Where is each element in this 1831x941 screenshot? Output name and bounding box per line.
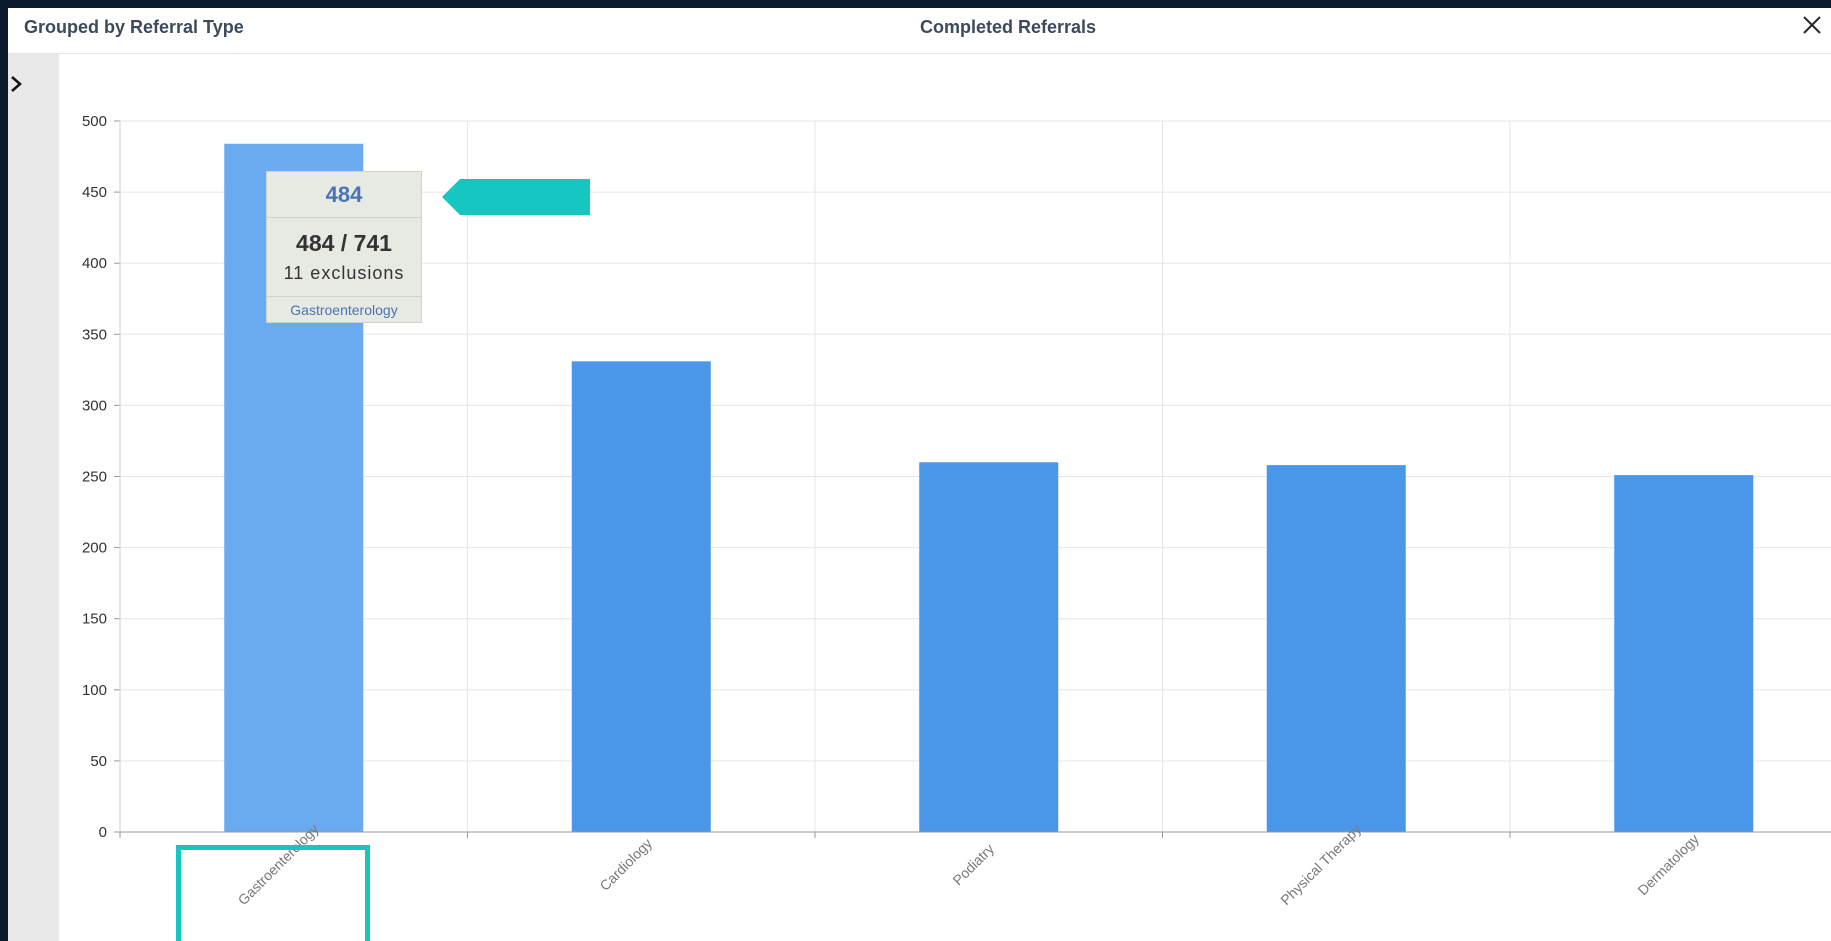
close-button[interactable] [1797,10,1827,40]
y-tick-label: 400 [82,255,107,272]
annotation-highlight-box [176,845,370,941]
group-title: Grouped by Referral Type [24,17,244,37]
bar[interactable] [1614,475,1754,832]
x-tick-label: Dermatology [1634,831,1701,898]
y-tick-label: 0 [99,824,107,841]
tooltip-category: Gastroenterology [290,302,398,318]
bar[interactable] [571,361,711,832]
y-tick-label: 100 [82,682,107,699]
y-tick-label: 300 [82,397,107,414]
bars [224,143,1754,832]
tooltip-value: 484 [325,182,363,207]
annotation-arrow [442,179,590,215]
y-tick-label: 450 [82,184,107,201]
y-tick-label: 50 [90,753,107,770]
close-icon [1803,16,1821,34]
tooltip-divider [267,296,421,297]
gridlines [120,120,1831,832]
bar-chart: 0 50 100 150 200 250 300 350 400 450 500 Gastroente… [82,113,1831,908]
bar[interactable] [919,462,1059,832]
y-tick-label: 150 [82,611,107,628]
y-tick-label: 250 [82,469,107,486]
tooltip-divider [267,217,421,218]
chart-title: Completed Referrals [920,17,1097,37]
bar-tooltip: 484 484 / 741 11 exclusions Gastroentero… [266,171,422,323]
modal-header: Grouped by Referral Type Completed Refer… [8,8,1831,54]
x-tick-label: Podiatry [949,841,997,889]
expand-panel-button[interactable] [8,72,28,96]
x-tick-label: Physical Therapy [1277,821,1364,908]
x-tick-label: Cardiology [596,835,655,894]
tooltip-ratio: 484 / 741 [296,230,392,256]
side-panel-rail [8,54,59,941]
y-tick-label: 500 [82,113,107,130]
tooltip-exclusions: 11 exclusions [283,263,405,283]
chevron-right-icon [11,76,22,92]
bar[interactable] [1266,465,1406,832]
chart-modal: Grouped by Referral Type Completed Refer… [8,8,1831,941]
y-tick-label: 200 [82,540,107,557]
y-tick-label: 350 [82,326,107,343]
